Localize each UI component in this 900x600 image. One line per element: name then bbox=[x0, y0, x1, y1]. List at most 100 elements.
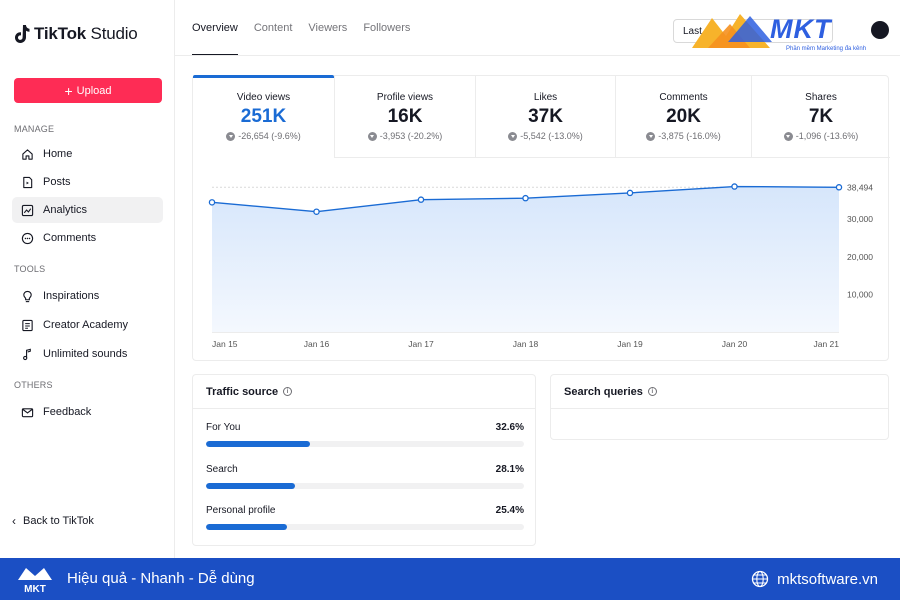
section-label-others: OTHERS bbox=[14, 380, 53, 390]
mkt-watermark: MKT Phần mềm Marketing đa kênh bbox=[690, 8, 895, 58]
y-tick-label: 20,000 bbox=[847, 252, 873, 262]
sidebar-item-label: Feedback bbox=[43, 406, 92, 418]
sidebar: TikTok Studio + Upload MANAGE Home Posts… bbox=[0, 0, 175, 558]
tab-content[interactable]: Content bbox=[253, 22, 293, 34]
source-percent: 28.1% bbox=[495, 464, 524, 475]
metric-shares[interactable]: Shares 7K -1,096 (-13.6%) bbox=[752, 76, 890, 158]
sidebar-item-feedback[interactable]: Feedback bbox=[12, 399, 163, 425]
section-label-tools: TOOLS bbox=[14, 264, 46, 274]
sidebar-item-label: Posts bbox=[43, 176, 71, 188]
metric-delta: -1,096 (-13.6%) bbox=[752, 131, 890, 141]
sidebar-item-label: Analytics bbox=[43, 204, 88, 216]
sidebar-item-posts[interactable]: Posts bbox=[12, 169, 163, 195]
upload-label: Upload bbox=[76, 84, 112, 97]
x-tick-label: Jan 18 bbox=[513, 339, 539, 349]
progress-track bbox=[206, 483, 524, 489]
metric-video-views[interactable]: Video views 251K -26,654 (-9.6%) bbox=[193, 75, 335, 158]
sidebar-item-home[interactable]: Home bbox=[12, 141, 163, 167]
metric-label: Comments bbox=[659, 92, 708, 103]
sidebar-item-label: Comments bbox=[43, 232, 97, 244]
source-label: For You bbox=[206, 422, 241, 433]
data-point bbox=[208, 199, 216, 206]
info-icon[interactable]: i bbox=[283, 387, 293, 396]
tab-overview[interactable]: Overview bbox=[192, 0, 238, 56]
metric-value: 251K bbox=[240, 106, 287, 127]
mkt-watermark-tagline: Phần mềm Marketing đa kênh bbox=[786, 46, 867, 52]
sidebar-item-analytics[interactable]: Analytics bbox=[12, 197, 163, 223]
metric-label: Likes bbox=[533, 92, 558, 103]
metric-value: 16K bbox=[387, 106, 423, 127]
mkt-watermark-logo bbox=[692, 14, 889, 48]
info-icon[interactable]: i bbox=[647, 387, 657, 396]
mail-icon bbox=[21, 407, 34, 417]
source-label: Personal profile bbox=[206, 505, 276, 516]
progress-fill bbox=[206, 483, 296, 489]
data-point bbox=[313, 208, 320, 215]
sidebar-item-creator-academy[interactable]: Creator Academy bbox=[12, 312, 163, 338]
progress-fill bbox=[206, 524, 287, 530]
x-tick-label: Jan 17 bbox=[408, 339, 434, 349]
x-tick-label: Jan 19 bbox=[617, 339, 643, 349]
video-views-chart: 10,000 20,000 30,000 38,494 Jan 15 Jan 16 Jan… bbox=[208, 182, 873, 349]
tiktok-studio-logo[interactable]: TikTok Studio bbox=[14, 24, 138, 44]
overview-stats-card: Video views 251K -26,654 (-9.6%) Profile… bbox=[192, 75, 890, 361]
metric-value: 7K bbox=[808, 106, 834, 127]
chart-area bbox=[212, 186, 839, 332]
y-tick-label: 10,000 bbox=[847, 289, 873, 299]
lightbulb-icon bbox=[23, 290, 32, 302]
metric-label: Profile views bbox=[376, 92, 434, 103]
tab-followers[interactable]: Followers bbox=[363, 22, 411, 34]
header-divider bbox=[175, 55, 900, 56]
progress-track bbox=[206, 441, 524, 447]
sidebar-item-unlimited-sounds[interactable]: Unlimited sounds bbox=[12, 341, 163, 367]
metric-profile-views[interactable]: Profile views 16K -3,953 (-20.2%) bbox=[335, 76, 476, 158]
chevron-left-icon: ‹ bbox=[12, 514, 16, 528]
progress-fill bbox=[206, 441, 310, 447]
section-label-manage: MANAGE bbox=[14, 124, 55, 134]
metric-label: Shares bbox=[805, 92, 837, 103]
data-point bbox=[417, 196, 425, 203]
footer-website[interactable]: mktsoftware.vn bbox=[751, 570, 878, 588]
sidebar-item-comments[interactable]: Comments bbox=[12, 225, 163, 251]
metric-likes[interactable]: Likes 37K -5,542 (-13.0%) bbox=[476, 76, 616, 158]
sidebar-item-inspirations[interactable]: Inspirations bbox=[12, 283, 163, 309]
analytics-icon bbox=[21, 204, 34, 216]
traffic-source-header: Traffic source i bbox=[193, 375, 535, 409]
sidebar-item-label: Unlimited sounds bbox=[43, 348, 128, 360]
footer-site-label: mktsoftware.vn bbox=[777, 570, 878, 588]
analytics-tabs: Overview Content Viewers Followers bbox=[192, 0, 426, 56]
down-arrow-icon bbox=[646, 131, 656, 141]
tiktok-logo-icon bbox=[15, 25, 30, 43]
y-tick-label: 30,000 bbox=[847, 214, 873, 224]
traffic-row-for-you: For You 32.6% bbox=[206, 422, 524, 447]
search-queries-card: Search queries i bbox=[550, 374, 889, 440]
metric-tabs: Video views 251K -26,654 (-9.6%) Profile… bbox=[193, 75, 890, 158]
down-arrow-icon bbox=[508, 131, 518, 141]
date-range-label: Last bbox=[683, 25, 702, 37]
comments-icon bbox=[21, 232, 34, 244]
mkt-footer-banner: MKT Hiệu quả - Nhanh - Dễ dùng mktsoftwa… bbox=[0, 558, 900, 600]
metric-value: 37K bbox=[528, 106, 563, 127]
academy-icon bbox=[22, 319, 33, 331]
sidebar-item-label: Creator Academy bbox=[43, 319, 128, 331]
app-title: TikTok Studio bbox=[34, 24, 138, 43]
metric-delta: -26,654 (-9.6%) bbox=[193, 131, 334, 141]
search-queries-header: Search queries i bbox=[551, 375, 888, 409]
data-point bbox=[522, 194, 529, 202]
metric-comments[interactable]: Comments 20K -3,875 (-16.0%) bbox=[616, 76, 752, 158]
tab-viewers[interactable]: Viewers bbox=[308, 22, 348, 34]
x-tick-label: Jan 21 bbox=[813, 339, 839, 349]
down-arrow-icon bbox=[226, 131, 236, 141]
x-tick-label: Jan 15 bbox=[212, 339, 238, 349]
globe-icon bbox=[751, 570, 769, 588]
footer-logo-text: MKT bbox=[24, 584, 46, 594]
metric-delta: -5,542 (-13.0%) bbox=[476, 131, 615, 141]
card-title: Search queries bbox=[564, 385, 643, 398]
music-note-icon bbox=[23, 348, 31, 360]
sidebar-item-label: Inspirations bbox=[43, 290, 100, 302]
mkt-logo-icon: MKT bbox=[18, 568, 52, 594]
upload-button[interactable]: + Upload bbox=[14, 78, 162, 103]
footer-slogan: Hiệu quả - Nhanh - Dễ dùng bbox=[67, 570, 255, 587]
metric-delta: -3,953 (-20.2%) bbox=[335, 131, 475, 141]
back-to-tiktok-link[interactable]: ‹ Back to TikTok bbox=[12, 514, 94, 528]
